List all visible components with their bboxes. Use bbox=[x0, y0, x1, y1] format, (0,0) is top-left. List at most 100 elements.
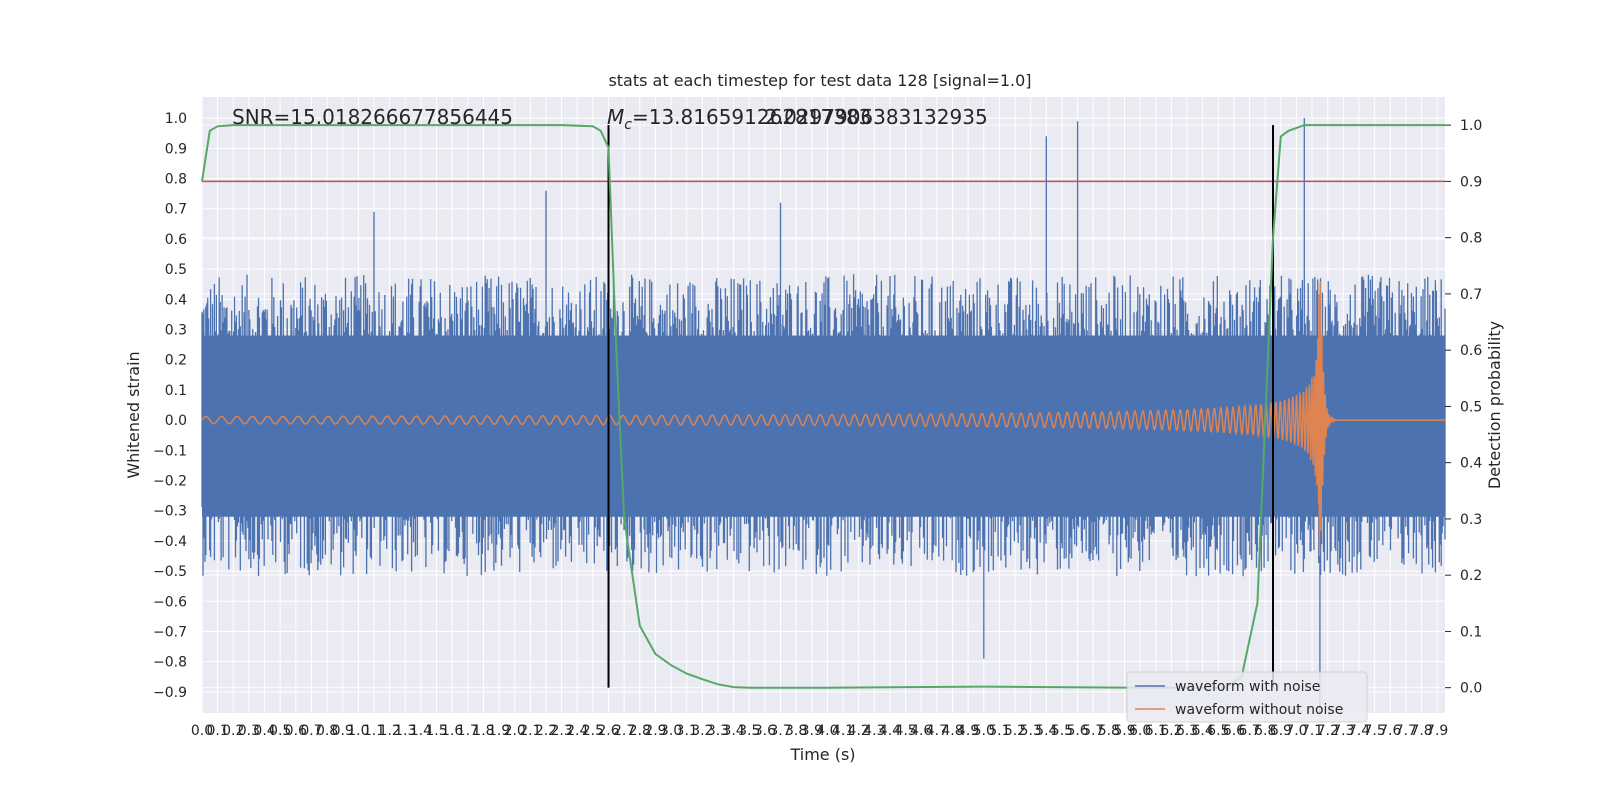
x-tick-label: 4.9 bbox=[957, 723, 979, 739]
y-tick-label: 0.2 bbox=[165, 353, 187, 369]
x-tick-label: 0.9 bbox=[332, 723, 354, 739]
legend-noise-label: waveform with noise bbox=[1175, 679, 1320, 695]
clean-waveform bbox=[201, 281, 1445, 556]
x-tick-label: 7.0 bbox=[1285, 723, 1307, 739]
x-tick-label: 5.5 bbox=[1051, 723, 1073, 739]
y2-axis-label: Detection probability bbox=[1485, 321, 1504, 489]
x-tick-label: 2.9 bbox=[644, 723, 666, 739]
x-tick-label: 5.6 bbox=[1066, 723, 1088, 739]
y-tick-label: −0.7 bbox=[153, 624, 187, 640]
x-tick-label: 7.1 bbox=[1301, 723, 1323, 739]
x-tick-label: 1.9 bbox=[488, 723, 510, 739]
x-tick-label: 2.8 bbox=[629, 723, 651, 739]
x-tick-label: 6.8 bbox=[1254, 723, 1276, 739]
legend-box bbox=[1126, 671, 1368, 723]
x-tick-label: 7.9 bbox=[1426, 723, 1448, 739]
y2-tick-label: 0.2 bbox=[1460, 568, 1482, 584]
x-tick-label: 0.4 bbox=[253, 723, 275, 739]
x-tick-label: 7.4 bbox=[1348, 723, 1370, 739]
x-tick-label: 5.0 bbox=[973, 723, 995, 739]
x-tick-label: 3.3 bbox=[707, 723, 729, 739]
y-tick-label: −0.2 bbox=[153, 473, 187, 489]
x-tick-label: 1.8 bbox=[472, 723, 494, 739]
x-tick-label: 5.3 bbox=[1020, 723, 1042, 739]
x-tick-label: 2.4 bbox=[566, 723, 588, 739]
y-tick-label: −0.9 bbox=[153, 685, 187, 701]
x-tick-label: 1.5 bbox=[425, 723, 447, 739]
x-tick-label: 4.3 bbox=[863, 723, 885, 739]
probability-curve bbox=[201, 124, 1445, 689]
x-tick-label: 7.5 bbox=[1364, 723, 1386, 739]
y-tick-label: −0.8 bbox=[153, 655, 187, 671]
x-tick-label: 0.3 bbox=[238, 723, 260, 739]
x-tick-label: 0.0 bbox=[191, 723, 213, 739]
x-tick-label: 2.6 bbox=[597, 723, 619, 739]
x-tick-label: 5.7 bbox=[1082, 723, 1104, 739]
x-tick-label: 1.0 bbox=[347, 723, 369, 739]
y-tick-label: −0.1 bbox=[153, 443, 187, 459]
y-tick-label: −0.5 bbox=[153, 564, 187, 580]
x-tick-label: 4.4 bbox=[879, 723, 901, 739]
chirp-mass-symbol: M bbox=[607, 105, 624, 129]
x-tick-label: 4.8 bbox=[941, 723, 963, 739]
y-tick-label: 0.7 bbox=[165, 202, 187, 218]
x-tick-label: 5.2 bbox=[1004, 723, 1026, 739]
y2-tick-label: 0.4 bbox=[1460, 456, 1482, 472]
x-tick-label: 6.5 bbox=[1207, 723, 1229, 739]
x-tick-label: 2.0 bbox=[504, 723, 526, 739]
y2-tick-label: 0.9 bbox=[1460, 174, 1482, 190]
legend-clean-label: waveform without noise bbox=[1175, 702, 1343, 718]
y-tick-label: −0.4 bbox=[153, 534, 187, 550]
overlays bbox=[201, 124, 1445, 689]
x-tick-label: 6.6 bbox=[1223, 723, 1245, 739]
x-tick-label: 6.2 bbox=[1160, 723, 1182, 739]
x-tick-label: 5.1 bbox=[988, 723, 1010, 739]
x-tick-label: 4.0 bbox=[816, 723, 838, 739]
y-tick-label: 0.9 bbox=[165, 141, 187, 157]
x-tick-label: 0.7 bbox=[300, 723, 322, 739]
y-tick-label: 0.5 bbox=[165, 262, 187, 278]
x-tick-label: 3.6 bbox=[754, 723, 776, 739]
chart-title: stats at each timestep for test data 128… bbox=[608, 71, 1031, 90]
x-tick-label: 5.9 bbox=[1113, 723, 1135, 739]
axes: 0.00.10.20.30.40.50.60.70.80.91.01.11.21… bbox=[153, 111, 1482, 739]
x-tick-label: 0.5 bbox=[269, 723, 291, 739]
x-tick-label: 4.5 bbox=[894, 723, 916, 739]
y-tick-label: 0.3 bbox=[165, 323, 187, 339]
x-tick-label: 3.2 bbox=[691, 723, 713, 739]
x-tick-label: 1.7 bbox=[457, 723, 479, 739]
x-axis-label: Time (s) bbox=[789, 745, 855, 764]
x-tick-label: 6.9 bbox=[1270, 723, 1292, 739]
x-tick-label: 3.8 bbox=[785, 723, 807, 739]
y-tick-label: 0.0 bbox=[165, 413, 187, 429]
clean-trace bbox=[201, 281, 1445, 556]
x-tick-label: 4.2 bbox=[848, 723, 870, 739]
x-tick-label: 7.8 bbox=[1410, 723, 1432, 739]
x-tick-label: 5.4 bbox=[1035, 723, 1057, 739]
x-tick-label: 3.9 bbox=[801, 723, 823, 739]
x-tick-label: 7.2 bbox=[1317, 723, 1339, 739]
overlap-annotation: 2.0297906383132935 bbox=[765, 105, 988, 129]
x-tick-label: 7.7 bbox=[1395, 723, 1417, 739]
y2-tick-label: 0.0 bbox=[1460, 681, 1482, 697]
x-tick-label: 0.2 bbox=[222, 723, 244, 739]
x-tick-label: 6.7 bbox=[1238, 723, 1260, 739]
x-tick-label: 1.1 bbox=[363, 723, 385, 739]
x-tick-label: 1.6 bbox=[441, 723, 463, 739]
x-tick-label: 6.0 bbox=[1129, 723, 1151, 739]
chirp-mass-annotation: Mc=13.816591262817383 bbox=[607, 105, 871, 133]
snr-annotation: SNR=15.018266677856445 bbox=[232, 105, 513, 129]
y-tick-label: 1.0 bbox=[165, 111, 187, 127]
x-tick-label: 7.6 bbox=[1379, 723, 1401, 739]
x-tick-label: 2.2 bbox=[535, 723, 557, 739]
x-tick-label: 1.2 bbox=[378, 723, 400, 739]
y2-tick-label: 1.0 bbox=[1460, 118, 1482, 134]
chirp-mass-subscript: c bbox=[624, 117, 632, 133]
y2-tick-label: 0.6 bbox=[1460, 343, 1482, 359]
x-tick-label: 6.1 bbox=[1145, 723, 1167, 739]
x-tick-label: 3.1 bbox=[676, 723, 698, 739]
y-tick-label: 0.4 bbox=[165, 292, 187, 308]
x-tick-label: 2.3 bbox=[550, 723, 572, 739]
y2-tick-label: 0.8 bbox=[1460, 231, 1482, 247]
